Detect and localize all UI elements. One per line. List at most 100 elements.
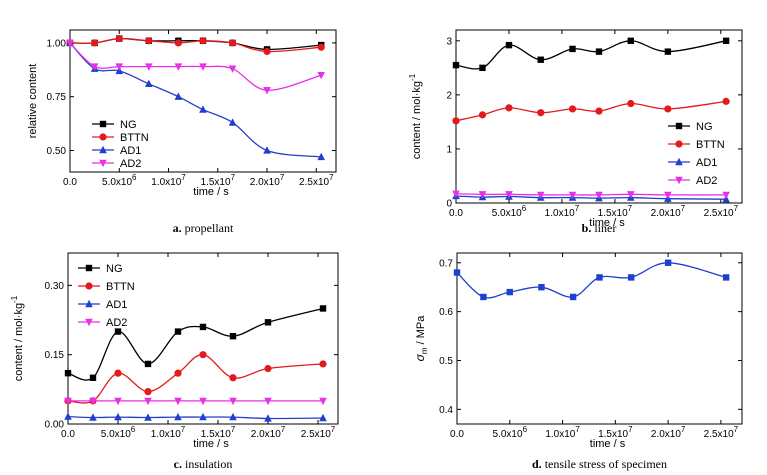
x-tick-label: 0.0 [63,177,77,188]
x-tick-label: 2.0x107 [250,173,285,188]
data-point [144,360,152,368]
y-tick-label: 1 [446,144,452,155]
plot-frame [67,252,339,425]
data-point [174,369,182,377]
data-point [478,111,487,119]
data-point [199,412,207,421]
data-point [722,191,730,200]
series-line-ad2 [455,193,727,196]
y-tick-label: 0.6 [439,307,453,318]
legend-marker [99,120,107,128]
data-point [452,61,460,69]
y-tick-label: 0.30 [45,281,65,292]
data-point [114,412,122,421]
data-point [568,191,577,200]
data-point [536,191,545,200]
data-point [64,397,72,406]
panel-caption: c. insulation [174,457,233,471]
data-point [115,35,123,43]
data-point [626,191,635,199]
data-point [228,65,237,73]
data-point [569,45,576,53]
series-line-ad1 [455,195,727,200]
x-tick-label: 2.0x107 [651,204,686,219]
data-point [264,364,272,373]
x-tick-label: 5.0x106 [101,425,136,440]
legend-entry: BTTN [106,281,135,293]
data-point [229,412,237,421]
series-line-ng [455,40,727,70]
data-point [199,397,207,406]
data-point [505,104,513,112]
data-point [537,56,544,63]
y-tick-label: 1.00 [47,38,67,49]
y-tick-label: 0 [446,199,452,210]
data-point [569,293,577,301]
data-point [174,412,182,421]
data-point [145,79,153,87]
data-point [722,97,730,105]
data-point [115,63,124,71]
y-axis-label: relative content [27,64,39,139]
legend-entry: AD2 [120,158,141,170]
data-point [89,397,97,406]
x-tick-label: 1.0x107 [545,204,580,219]
data-point [319,360,327,368]
data-point [114,397,122,406]
data-point [568,105,577,113]
legend-marker [675,176,683,185]
panel-caption: d. tensile stress of specimen [532,457,667,471]
data-point [145,63,153,71]
x-axis-label: time / s [589,217,625,229]
chart-panel-3: 0.0 5.0x106 1.0x107 1.5x107 2.0x107 2.5x107 0.… [10,252,339,471]
x-tick-label: 0.0 [61,429,75,440]
panel-caption: a. propellant [173,221,234,235]
data-point [229,332,237,340]
data-point [144,413,152,421]
data-point [89,413,97,421]
legend-entry: AD2 [696,175,717,187]
y-tick-label: 0.00 [45,420,65,431]
data-point [228,39,237,47]
data-point [319,397,327,406]
data-point [264,414,272,422]
x-tick-label: 1.5x107 [201,425,236,440]
legend-marker [85,264,93,272]
data-point [317,43,325,51]
data-point [478,191,487,199]
data-point [174,92,183,100]
x-tick-label: 1.0x107 [151,425,186,440]
data-point [174,328,182,335]
chart-panel-1: 0.0 5.0x106 1.0x107 1.5x107 2.0x107 2.5x107 0.… [27,29,337,235]
data-point [319,413,327,422]
series-line-bttn [67,354,324,404]
data-point [90,63,99,71]
y-tick-label: 0.4 [439,405,453,416]
data-point [174,39,182,47]
legend-entry: NG [696,121,713,133]
y-tick-label: 0.15 [45,350,65,361]
x-tick-label: 2.5x107 [301,425,336,440]
x-tick-label: 2.5x107 [704,425,739,440]
data-point [64,369,72,377]
series-line-ad1 [67,415,324,420]
series-line-ad1 [69,42,322,158]
data-point [199,323,207,331]
data-point [66,39,74,48]
y-tick-label: 2 [446,90,452,101]
data-point [722,37,730,45]
data-point [89,374,97,381]
legend-entry: BTTN [696,139,725,151]
y-axis-label: σm / MPa [413,315,429,362]
data-point [174,63,183,71]
legend-marker [85,318,93,327]
data-point [317,152,326,161]
data-point [145,37,153,45]
x-axis-label: time / s [193,186,229,198]
plot-frame [455,29,743,204]
x-tick-label: 2.5x107 [704,204,739,219]
data-point [263,87,271,95]
data-point [452,117,460,125]
y-axis-label: content / mol·kg-1 [408,73,423,159]
